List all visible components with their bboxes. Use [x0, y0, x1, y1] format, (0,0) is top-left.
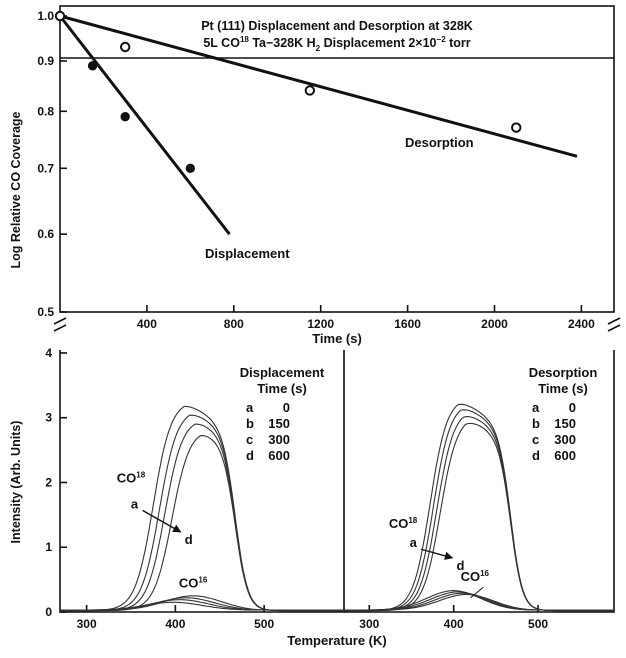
legend-time: 0 — [283, 400, 290, 415]
y-tick-label: 0.5 — [37, 305, 54, 319]
y-tick-label: 0.8 — [37, 104, 54, 118]
y-axis-label-intensity: Intensity (Arb. Units) — [9, 421, 23, 544]
tpd-curve-co16-d — [60, 595, 344, 611]
legend-time: 600 — [554, 448, 576, 463]
legend-displacement: Displacement Time (s) a 0 b 150 c 300 d … — [240, 365, 325, 463]
legend-key: a — [532, 400, 540, 415]
data-point-open — [304, 85, 316, 96]
x-tick-label: 400 — [137, 317, 157, 331]
y-tick-label: 0.9 — [37, 54, 54, 68]
x-tick-label: 300 — [77, 617, 97, 631]
legend-desorption: Desorption Time (s) a 0 b 150 c 300 d 60… — [529, 365, 598, 463]
data-point-filled — [120, 111, 130, 122]
x-tick-label: 300 — [359, 617, 379, 631]
annotation-label: CO16 — [179, 575, 208, 590]
axis-break-right — [607, 317, 621, 332]
y-tick-label: 3 — [45, 411, 52, 425]
data-point-open — [511, 122, 522, 133]
legend-subtitle-displacement: Time (s) — [257, 381, 307, 396]
legend-time: 600 — [268, 448, 290, 463]
x-tick-label: 400 — [444, 617, 464, 631]
annotation-label: a — [410, 535, 418, 550]
legend-title-displacement: Displacement — [240, 365, 325, 380]
tpd-left-frame — [59, 350, 345, 613]
time-plot: Pt (111) Displacement and Desorption at … — [9, 5, 615, 346]
legend-time: 150 — [268, 416, 290, 431]
legend-time: 0 — [569, 400, 576, 415]
legend-key: c — [246, 432, 253, 447]
co16-pointer — [470, 587, 484, 599]
y-tick-label: 1 — [45, 540, 52, 554]
legend-key: a — [246, 400, 254, 415]
legend-key: c — [532, 432, 539, 447]
tpd-curves-desorption — [344, 403, 614, 612]
fit-line-desorption — [59, 14, 578, 158]
x-tick-label: 500 — [254, 617, 274, 631]
y-tick-label: 0 — [45, 605, 52, 619]
legend-title-desorption: Desorption — [529, 365, 598, 380]
tpd-curve-co16-d — [344, 593, 614, 611]
y-tick-label: 0.6 — [37, 227, 54, 241]
annotation-label: CO18 — [117, 470, 146, 485]
data-point-filled — [87, 61, 98, 71]
legend-key: b — [246, 416, 254, 431]
annotation-label: CO16 — [461, 569, 490, 584]
legend-time: 300 — [554, 432, 576, 447]
legend-time: 300 — [268, 432, 290, 447]
x-axis-label-time: Time (s) — [312, 331, 362, 346]
legend-time: 150 — [554, 416, 576, 431]
arrow-a-to-d — [421, 548, 454, 560]
arrow-a-to-d — [142, 509, 182, 533]
chart-title: Pt (111) Displacement and Desorption at … — [201, 19, 473, 33]
axis-break-left — [53, 317, 67, 332]
y-axis-label-coverage: Log Relative CO Coverage — [9, 111, 23, 268]
y-tick-label: 2 — [45, 475, 52, 489]
x-tick-label: 1200 — [307, 317, 334, 331]
data-point-open — [54, 10, 66, 22]
data-point-open — [119, 41, 131, 53]
x-tick-label: 1600 — [394, 317, 421, 331]
tpd-curve-co18-d — [60, 435, 344, 612]
annotation-label: CO18 — [389, 516, 418, 531]
y-tick-label: 1.0 — [37, 9, 54, 23]
legend-key: d — [532, 448, 540, 463]
chart-subtitle: 5L CO18 Ta−328K H2 Displacement 2×10−2 t… — [203, 35, 470, 53]
legend-key: b — [532, 416, 540, 431]
tpd-right-frame — [344, 350, 615, 613]
tpd-curves-displacement — [60, 405, 344, 612]
series-label-displacement: Displacement — [205, 246, 290, 261]
tpd-curve-co16-b — [344, 591, 614, 611]
x-tick-label: 400 — [165, 617, 185, 631]
x-tick-label: 2000 — [481, 317, 508, 331]
annotation-label: d — [456, 558, 464, 573]
x-tick-label: 800 — [224, 317, 244, 331]
series-label-desorption: Desorption — [405, 135, 474, 150]
x-tick-label: 500 — [528, 617, 548, 631]
annotation-label: d — [185, 532, 193, 547]
x-axis-label-temperature: Temperature (K) — [287, 633, 386, 648]
data-point-filled — [185, 163, 196, 174]
fit-line-displacement — [58, 15, 231, 236]
tpd-curve-co16-c — [60, 597, 344, 611]
y-tick-label: 0.7 — [37, 161, 54, 175]
time-plot-frame — [59, 5, 615, 313]
y-tick-label: 4 — [45, 346, 52, 360]
legend-subtitle-desorption: Time (s) — [538, 381, 588, 396]
tpd-curve-co16-a — [60, 601, 344, 611]
tpd-curve-co16-a — [344, 590, 614, 611]
annotation-label: a — [131, 496, 139, 511]
x-tick-label: 2400 — [568, 317, 595, 331]
legend-key: d — [246, 448, 254, 463]
